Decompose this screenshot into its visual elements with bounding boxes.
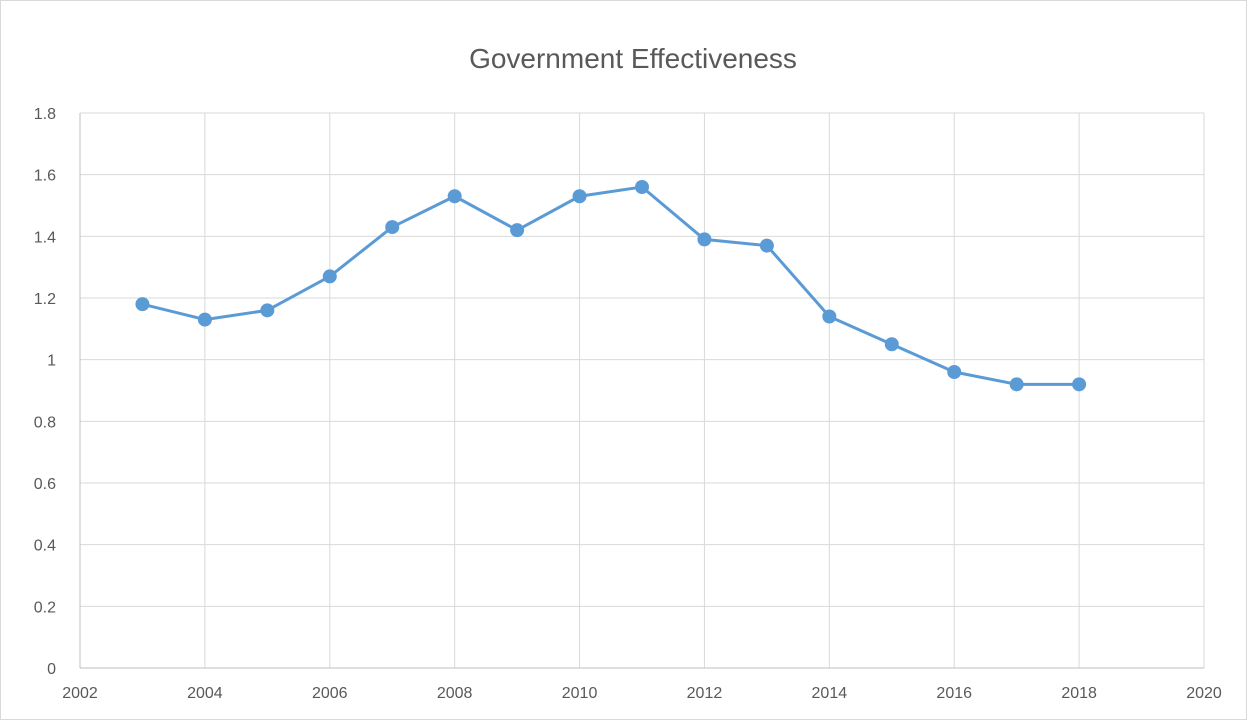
data-point [260,303,275,318]
y-tick-label: 0.6 [34,476,56,493]
data-point [385,220,400,235]
x-tick-label: 2018 [1061,685,1097,702]
data-point [822,309,837,324]
y-tick-label: 1.4 [34,229,56,246]
data-point [197,312,212,327]
y-tick-label: 0 [47,661,56,678]
data-point [135,297,150,312]
tick-labels: 0 0.2 0.4 0.6 0.8 1 1.2 1.4 1.6 1.8 2002 2004 2006 20… [34,106,1222,702]
data-point [635,180,649,194]
y-tick-label: 0.4 [34,538,56,555]
y-tick-label: 0.8 [34,414,56,431]
data-point [322,269,337,284]
x-tick-label: 2008 [437,685,473,702]
data-point [759,238,774,253]
x-tick-label: 2010 [562,685,598,702]
data-point [510,223,525,238]
data-point [572,189,587,204]
data-point [697,232,712,247]
gridlines [80,112,1205,668]
x-tick-label: 2020 [1186,685,1222,702]
data-series [135,180,1087,392]
y-tick-label: 1.2 [34,291,56,308]
data-point [1072,377,1087,392]
x-tick-label: 2016 [936,685,972,702]
y-tick-label: 0.2 [34,599,56,616]
y-tick-label: 1.8 [34,106,56,123]
series-line [142,185,1080,386]
axes [79,113,1204,669]
data-point [884,337,899,352]
y-tick-label: 1 [47,353,56,370]
x-tick-label: 2012 [687,685,723,702]
y-tick-label: 1.6 [34,168,56,185]
x-tick-label: 2006 [312,685,348,702]
data-point [447,189,462,204]
x-tick-label: 2004 [187,685,223,702]
x-tick-label: 2014 [812,685,848,702]
data-point [1009,377,1024,392]
x-tick-label: 2002 [62,685,98,702]
chart-title: Government Effectiveness [469,43,797,74]
data-point [947,365,962,379]
